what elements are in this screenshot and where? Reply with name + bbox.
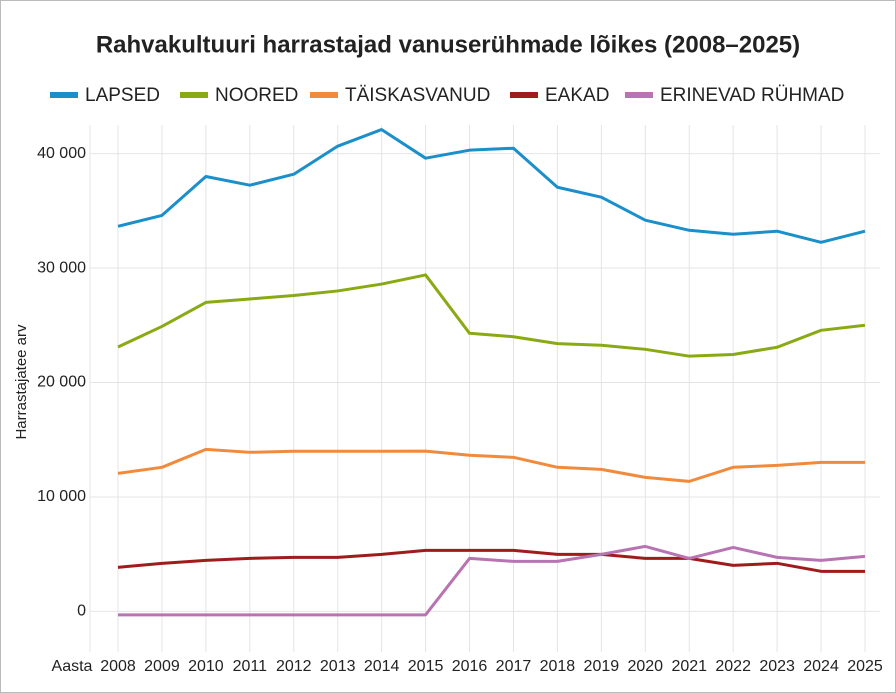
x-tick-label: 2017 xyxy=(496,658,532,675)
legend-label: TÄISKASVANUD xyxy=(345,85,490,106)
x-axis-label: Aasta xyxy=(52,658,93,675)
x-tick-label: 2009 xyxy=(144,658,180,675)
x-tick-label: 2010 xyxy=(188,658,224,675)
legend-label: ERINEVAD RÜHMAD xyxy=(660,85,844,106)
legend-swatch xyxy=(510,92,538,98)
x-tick-label: 2015 xyxy=(408,658,444,675)
y-tick-label: 30 000 xyxy=(37,259,86,276)
y-axis-label: Harrastajatee arv xyxy=(13,324,30,440)
x-tick-label: 2014 xyxy=(364,658,400,675)
x-tick-label: 2016 xyxy=(452,658,488,675)
series-line xyxy=(117,128,866,244)
y-tick-label: 10 000 xyxy=(37,488,86,505)
series-line xyxy=(117,548,865,573)
series-line xyxy=(118,544,866,617)
x-tick-label: 2012 xyxy=(276,658,312,675)
x-tick-label: 2020 xyxy=(627,658,663,675)
x-tick-label: 2023 xyxy=(759,658,795,675)
legend-swatch xyxy=(180,92,208,98)
series-line xyxy=(117,273,866,358)
series-line xyxy=(117,447,865,483)
chart-title: Rahvakultuuri harrastajad vanuserühmade … xyxy=(96,31,800,58)
x-tick-label: 2021 xyxy=(671,658,707,675)
legend-label: EAKAD xyxy=(545,85,609,106)
legend-swatch xyxy=(310,92,338,98)
x-tick-label: 2013 xyxy=(320,658,356,675)
legend-label: NOORED xyxy=(215,85,298,106)
x-tick-label: 2011 xyxy=(233,658,268,675)
x-tick-label: 2022 xyxy=(715,658,751,675)
x-tick-label: 2024 xyxy=(803,658,839,675)
legend-swatch xyxy=(625,92,653,98)
y-tick-label: 20 000 xyxy=(37,374,86,391)
legend-label: LAPSED xyxy=(85,85,160,106)
y-tick-label: 40 000 xyxy=(37,145,86,162)
y-tick-label: 0 xyxy=(77,603,86,620)
x-tick-label: 2019 xyxy=(584,658,620,675)
x-tick-label: 2018 xyxy=(540,658,576,675)
x-tick-label: 2008 xyxy=(100,658,136,675)
x-tick-label: 2025 xyxy=(847,658,883,675)
legend-swatch xyxy=(50,92,78,98)
